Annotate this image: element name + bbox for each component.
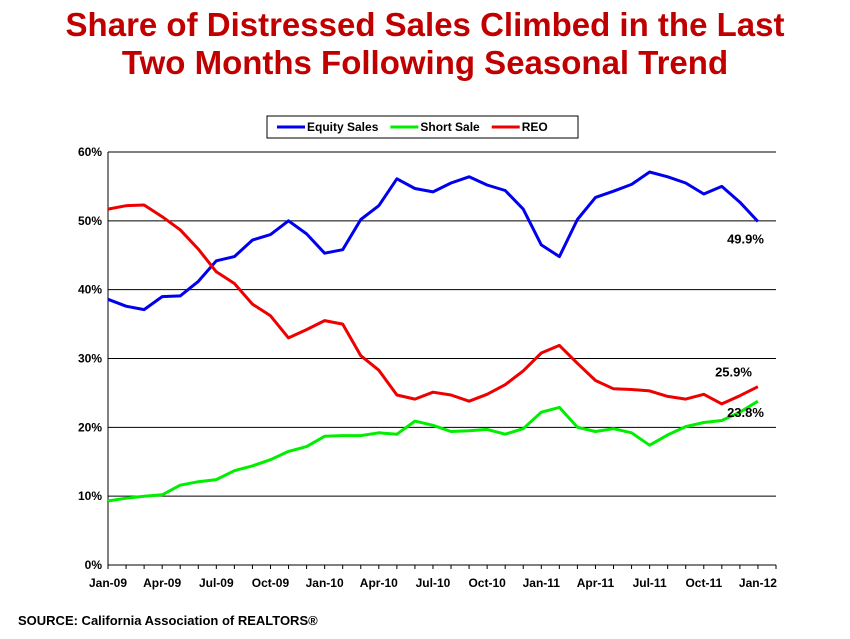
x-tick-label: Oct-10 [468,576,506,590]
legend: Equity Sales Short Sale REO [266,115,579,139]
x-tick-label: Jul-10 [416,576,451,590]
series-line-short-sale [107,399,759,503]
x-tick-label: Apr-09 [143,576,181,590]
y-tick-label: 50% [78,214,102,228]
legend-label: Equity Sales [307,120,379,134]
data-label: 23.8% [727,405,764,420]
y-tick-label: 30% [78,352,102,366]
x-tick-label: Jul-11 [633,576,667,590]
y-tick-label: 10% [78,489,102,503]
data-label: 25.9% [715,365,752,380]
series-line-reo [107,203,759,406]
x-tick-label: Jan-12 [739,576,777,590]
plot-area: 0% 10% 20% 30% 40% 50% 60% Jan-09 Apr-09 Jul-09 Oc… [78,145,777,590]
chart-title-line1: Share of Distressed Sales Climbed in the… [65,6,785,43]
x-tick-label: Jan-11 [523,576,561,590]
chart-title-line2: Two Months Following Seasonal Trend [121,44,729,81]
x-tick-label: Jan-10 [306,576,344,590]
series-line-equity-sales [107,170,759,312]
legend-label: REO [522,120,548,134]
x-tick-label: Apr-11 [577,576,615,590]
y-tick-label: 40% [78,283,102,297]
x-tick-label: Oct-09 [252,576,290,590]
data-label: 49.9% [727,232,764,247]
x-tick-label: Jan-09 [89,576,127,590]
y-tick-label: 0% [85,558,103,572]
source-note: SOURCE: California Association of REALTO… [18,613,318,628]
legend-box [266,115,579,139]
x-tick-label: Oct-11 [685,576,722,590]
y-tick-label: 20% [78,420,102,434]
x-tick-label: Jul-09 [199,576,234,590]
chart-title: Share of Distressed Sales Climbed in the… [0,6,850,82]
y-tick-label: 60% [78,145,102,159]
legend-label: Short Sale [420,120,480,134]
x-tick-label: Apr-10 [360,576,398,590]
